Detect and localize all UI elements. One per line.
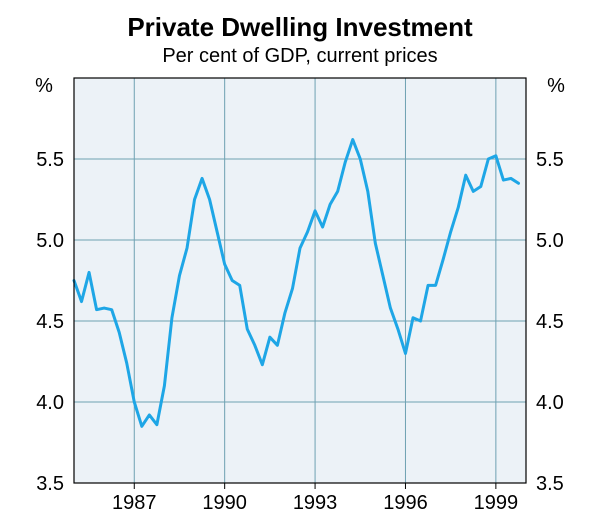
y-tick-right: 5.5 [536, 149, 564, 171]
chart-subtitle: Per cent of GDP, current prices [162, 45, 437, 67]
y-tick-left: 4.0 [36, 392, 64, 414]
y-axis-label-left: % [35, 75, 53, 97]
x-tick: 1993 [293, 492, 338, 514]
y-tick-right: 5.0 [536, 230, 564, 252]
x-tick: 1999 [474, 492, 519, 514]
y-tick-right: 4.0 [536, 392, 564, 414]
x-tick: 1990 [202, 492, 247, 514]
y-tick-left: 5.0 [36, 230, 64, 252]
line-chart: Private Dwelling Investment Per cent of G… [0, 0, 600, 523]
y-tick-right: 4.5 [536, 311, 564, 333]
y-tick-left: 3.5 [36, 473, 64, 495]
y-tick-right: 3.5 [536, 473, 564, 495]
y-axis-label-right: % [547, 75, 565, 97]
chart-title: Private Dwelling Investment [127, 12, 473, 42]
x-tick: 1987 [112, 492, 157, 514]
y-tick-left: 4.5 [36, 311, 64, 333]
y-tick-left: 5.5 [36, 149, 64, 171]
x-tick: 1996 [383, 492, 428, 514]
chart-container: Private Dwelling Investment Per cent of G… [0, 0, 600, 523]
